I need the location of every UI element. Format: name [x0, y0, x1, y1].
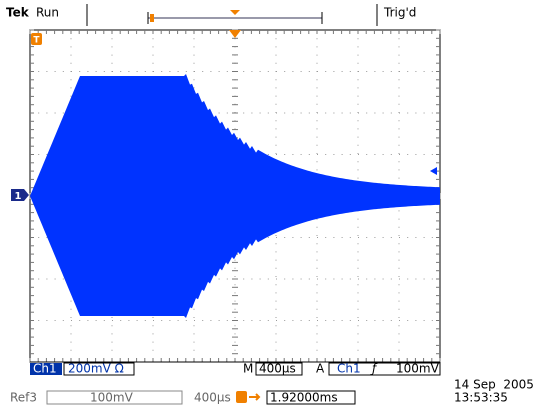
trigger-level: 100mV: [396, 362, 440, 376]
channel-label: Ch1: [33, 362, 57, 376]
ref-name: Ref3: [10, 391, 37, 405]
brand: Tek: [6, 6, 30, 20]
ref-time-scale: 400µs: [194, 391, 231, 405]
channel-marker: 1: [15, 191, 22, 202]
run-state: Run: [36, 6, 59, 20]
trigger-marker: T: [33, 36, 40, 46]
trigger-source: Ch1: [337, 362, 361, 376]
record-marker: [150, 14, 154, 22]
time: 13:53:35: [454, 391, 508, 405]
ref-position: 1.92000ms: [270, 391, 338, 405]
trigger-status: Trig'd: [383, 6, 416, 20]
date: 14 Sep 2005: [454, 378, 534, 392]
trigger-prefix: A: [316, 362, 325, 376]
channel-scale: 200mV Ω: [68, 362, 124, 376]
oscilloscope-screen: Tek Run Trig'd T 1 Ch1 200mV Ω M 400µs A…: [0, 0, 537, 405]
time-scale: 400µs: [259, 362, 296, 376]
ref-scale: 100mV: [90, 391, 134, 405]
time-prefix: M: [243, 362, 253, 376]
position-icon: [236, 391, 247, 403]
